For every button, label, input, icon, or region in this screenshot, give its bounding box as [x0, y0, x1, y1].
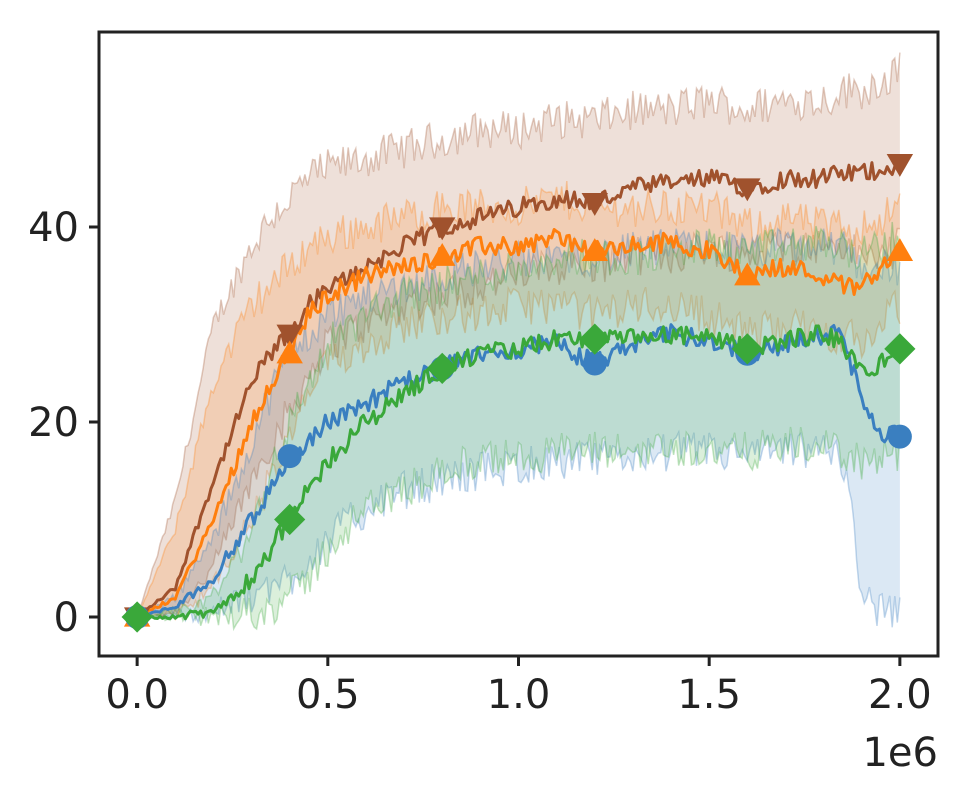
series-0-band-upper — [136, 52, 901, 618]
series-1-marker-5 — [886, 238, 914, 261]
series-1-marker-4 — [734, 262, 761, 286]
series-0-marker-1 — [276, 324, 303, 348]
series-2-line — [136, 323, 902, 619]
series-3-band-lower — [137, 426, 901, 632]
series-1-marker-1 — [276, 340, 303, 364]
series-3-marker-1 — [274, 503, 306, 536]
series-3-band — [137, 222, 900, 629]
series-2-marker-5 — [887, 424, 912, 449]
series-lines — [136, 157, 902, 621]
series-1-band-upper — [136, 181, 901, 618]
y-tick-label: 40 — [28, 205, 79, 251]
x-tick-label: 2.0 — [868, 672, 932, 718]
series-0-band-lower — [136, 227, 900, 618]
series-3-line — [136, 324, 901, 621]
x-axis-ticks: 0.0 0.5 1.0 1.5 2.0 — [105, 656, 932, 718]
series-2-band-lower — [137, 429, 901, 628]
y-tick-label: 20 — [28, 400, 79, 446]
series-2-marker-1 — [277, 444, 302, 469]
x-axis-offset-label: 1e6 — [862, 730, 938, 776]
x-tick-label: 1.0 — [487, 672, 551, 718]
series-1-marker-2 — [429, 243, 456, 266]
series-0-marker-2 — [429, 217, 456, 241]
y-axis-ticks: 0 20 40 — [28, 205, 99, 641]
y-tick-label: 0 — [54, 595, 79, 641]
series-3-marker-3 — [579, 323, 611, 355]
series-0-marker-5 — [886, 154, 914, 177]
x-tick-label: 1.5 — [677, 672, 741, 718]
series-0-marker-4 — [734, 178, 761, 202]
series-0-marker-3 — [581, 193, 608, 216]
series-3-band-upper — [136, 221, 901, 618]
series-1-marker-3 — [581, 238, 608, 261]
confidence-bands — [136, 52, 901, 632]
series-1-line — [136, 228, 902, 619]
series-0-line — [136, 157, 902, 619]
series-2-band — [137, 228, 900, 628]
series-3-marker-2 — [426, 352, 458, 384]
series-3-marker-5 — [884, 333, 916, 365]
series-3-marker-4 — [731, 333, 763, 365]
series-markers — [121, 154, 916, 633]
series-0-band — [137, 52, 900, 618]
series-3-marker-0 — [121, 601, 153, 633]
x-tick-label: 0.5 — [296, 672, 360, 718]
x-tick-label: 0.0 — [105, 672, 169, 718]
series-2-marker-3 — [582, 351, 607, 376]
